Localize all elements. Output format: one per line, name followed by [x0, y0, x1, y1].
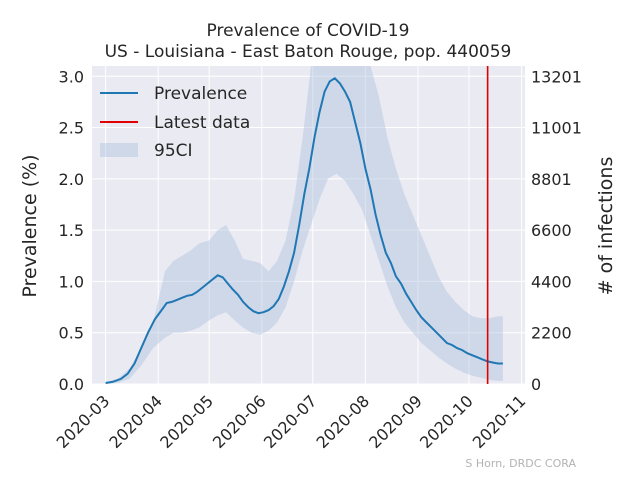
ci-band-layer [105, 66, 503, 384]
y-tick-label: 0.5 [59, 324, 84, 343]
y2-tick-label: 11001 [531, 119, 582, 138]
y-tick-label: 2.5 [59, 119, 84, 138]
y-tick-label: 2.0 [59, 170, 84, 189]
y-tick-label: 3.0 [59, 67, 84, 86]
legend-label-95ci: 95CI [154, 141, 193, 161]
grid-lines [92, 66, 525, 385]
chart-subtitle: US - Louisiana - East Baton Rouge, pop. … [105, 42, 512, 62]
y-tick-label: 0.0 [59, 375, 84, 394]
y2-tick-label: 13201 [531, 67, 582, 86]
y-tick-label: 1.5 [59, 221, 84, 240]
y2-axis-ticks: 0 2200 4400 6600 8801 11001 13201 [531, 67, 582, 394]
y2-tick-label: 6600 [531, 221, 572, 240]
legend-label-latest: Latest data [154, 113, 250, 133]
plot-area [92, 66, 525, 384]
legend: Prevalence Latest data 95CI [100, 84, 250, 161]
y-tick-label: 1.0 [59, 272, 84, 291]
legend-swatch-95ci [100, 143, 138, 157]
y2-tick-label: 8801 [531, 170, 572, 189]
prevalence-line-layer [105, 77, 503, 384]
y2-axis-label: # of infections [595, 157, 617, 296]
ci-band [105, 66, 503, 384]
legend-label-prevalence: Prevalence [154, 84, 247, 104]
y2-tick-label: 2200 [531, 324, 572, 343]
prevalence-line [105, 77, 503, 384]
y2-tick-label: 0 [531, 375, 541, 394]
chart-title: Prevalence of COVID-19 [207, 21, 410, 41]
y2-tick-label: 4400 [531, 272, 572, 291]
credit-text: S Horn, DRDC CORA [465, 457, 576, 470]
y-axis-ticks: 0.0 0.5 1.0 1.5 2.0 2.5 3.0 [59, 67, 84, 394]
y-axis-label: Prevalence (%) [19, 154, 41, 297]
